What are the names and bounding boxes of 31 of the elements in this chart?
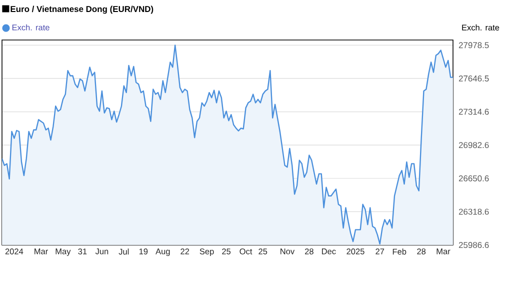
y-tick-label: 25986.6 <box>458 242 489 248</box>
x-tick-label: 28 <box>417 248 426 254</box>
y-tick-label: 27314.6 <box>458 108 489 115</box>
x-tick-label: Nov <box>280 248 295 254</box>
x-tick-label: Jul <box>118 248 129 255</box>
x-tick-label: Dec <box>322 248 336 254</box>
x-tick-label: 2025 <box>346 248 364 254</box>
y-tick-label: 26318.6 <box>458 208 489 215</box>
y-tick-label: 27646.5 <box>458 75 489 82</box>
x-tick-label: May <box>56 248 71 256</box>
chart-title: Euro / Vietnamese Dong (EUR/VND) <box>10 6 154 14</box>
x-tick-label: 22 <box>180 248 190 254</box>
x-tick-label: Jun <box>95 248 108 254</box>
x-tick-label: Aug <box>156 248 170 256</box>
x-tick-label: 31 <box>78 248 87 254</box>
x-tick-label: Mar <box>436 248 450 254</box>
y-axis-title: Exch. rate <box>462 24 500 30</box>
x-tick-label: 2024 <box>5 248 24 254</box>
x-tick-label: Sep <box>200 248 214 256</box>
x-tick-label: 25 <box>222 248 231 254</box>
x-tick-label: 28 <box>304 248 314 254</box>
y-tick-label: 26650.6 <box>458 175 489 182</box>
x-tick-label: Oct <box>240 248 252 254</box>
x-tick-label: Feb <box>392 248 406 255</box>
x-tick-label: 19 <box>139 248 148 254</box>
x-tick-label: 27 <box>376 248 384 254</box>
y-tick-label: 26982.6 <box>458 142 489 148</box>
legend-label: Exch. rate <box>12 24 50 30</box>
y-tick-label: 27978.5 <box>458 42 489 48</box>
x-tick-label: Mar <box>34 248 48 254</box>
x-tick-label: 25 <box>258 248 268 254</box>
